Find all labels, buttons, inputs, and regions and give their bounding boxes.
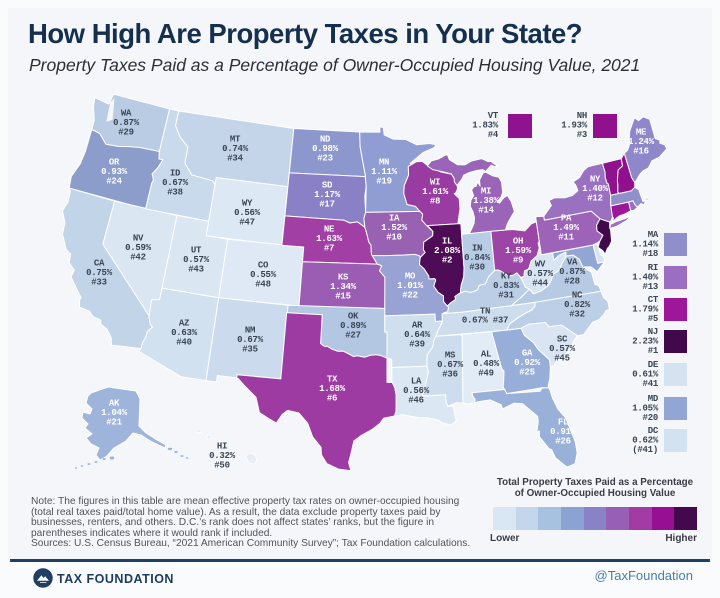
- svg-text:PA1.49%#11: PA 1.49% #11: [553, 214, 580, 243]
- svg-text:KY0.83%#31: KY 0.83% #31: [493, 272, 520, 301]
- svg-text:WV0.57%#44: WV 0.57% #44: [527, 260, 554, 289]
- svg-text:OH1.59%#9: OH 1.59% #9: [505, 237, 532, 266]
- svg-text:HI0.32%#50: HI 0.32% #50: [209, 442, 236, 471]
- svg-text:NE1.63%#7: NE 1.63% #7: [316, 225, 343, 254]
- svg-text:MD1.05%#20: MD 1.05% #20: [632, 394, 659, 423]
- svg-text:ND0.98%#23: ND 0.98% #23: [312, 135, 339, 164]
- svg-text:RI1.40%#13: RI 1.40% #13: [632, 263, 659, 292]
- svg-text:NY1.40%#12: NY 1.40% #12: [582, 175, 609, 204]
- svg-text:ME1.24%#16: ME 1.24% #16: [628, 128, 655, 157]
- svg-text:DC0.62%(#41): DC 0.62% (#41): [632, 426, 659, 455]
- svg-text:IL2.08%#2: IL 2.08% #2: [434, 237, 461, 266]
- svg-text:MS0.67%#36: MS 0.67% #36: [437, 351, 464, 380]
- svg-text:FL0.91%#26: FL 0.91% #26: [550, 418, 577, 447]
- svg-text:LA0.56%#46: LA 0.56% #46: [403, 377, 430, 406]
- svg-text:DE0.61%#41: DE 0.61% #41: [632, 360, 659, 389]
- svg-text:ID0.67%#38: ID 0.67% #38: [162, 169, 189, 198]
- svg-text:IN0.84%#30: IN 0.84% #30: [464, 244, 491, 273]
- svg-text:GA0.92%#25: GA 0.92% #25: [514, 349, 541, 378]
- svg-text:MA1.14%#18: MA 1.14% #18: [632, 230, 659, 259]
- svg-text:CT1.79%#5: CT 1.79% #5: [632, 295, 659, 324]
- svg-text:SD1.17%#17: SD 1.17% #17: [314, 181, 341, 210]
- svg-text:IA1.52%#10: IA 1.52% #10: [381, 214, 408, 243]
- svg-text:NV0.59%#42: NV 0.59% #42: [125, 234, 152, 263]
- svg-text:CO0.55%#48: CO 0.55% #48: [250, 261, 277, 290]
- svg-text:NH1.93%#3: NH 1.93% #3: [561, 111, 588, 140]
- svg-text:TN0.67% #37: TN 0.67% #37: [462, 306, 508, 325]
- svg-text:SC0.57%#45: SC 0.57% #45: [549, 335, 576, 364]
- svg-text:AZ0.63%#40: AZ 0.63% #40: [171, 319, 198, 348]
- svg-text:MT0.74%#34: MT 0.74% #34: [222, 135, 249, 164]
- svg-text:CA0.75%#33: CA 0.75% #33: [86, 259, 113, 288]
- svg-text:UT0.57%#43: UT 0.57% #43: [183, 246, 210, 275]
- svg-text:AR0.64%#39: AR 0.64% #39: [404, 321, 431, 350]
- svg-text:NJ2.23%#1: NJ 2.23% #1: [632, 327, 659, 356]
- svg-text:AL0.48%#49: AL 0.48% #49: [473, 350, 500, 379]
- svg-text:NM0.67%#35: NM 0.67% #35: [237, 326, 264, 355]
- svg-text:NC0.82%#32: NC 0.82% #32: [564, 291, 591, 320]
- svg-text:MN1.11%#19: MN 1.11% #19: [371, 158, 398, 187]
- svg-text:WI1.61%#8: WI 1.61% #8: [422, 178, 449, 207]
- svg-text:WA0.87%#29: WA 0.87% #29: [113, 109, 140, 138]
- svg-text:AK1.04%#21: AK 1.04% #21: [101, 399, 128, 428]
- svg-text:OR0.93%#24: OR 0.93% #24: [101, 158, 128, 187]
- svg-text:WY0.56%#47: WY 0.56% #47: [234, 199, 261, 228]
- svg-text:MO1.01%#22: MO 1.01% #22: [397, 272, 424, 301]
- svg-text:VA0.87%#28: VA 0.87% #28: [559, 258, 586, 287]
- svg-text:TX1.68%#6: TX 1.68% #6: [319, 375, 346, 404]
- svg-text:MI1.38%#14: MI 1.38% #14: [473, 187, 500, 216]
- svg-text:VT1.83%#4: VT 1.83% #4: [472, 111, 499, 140]
- svg-text:OK0.89%#27: OK 0.89% #27: [340, 312, 367, 341]
- svg-text:KS1.34%#15: KS 1.34% #15: [330, 273, 357, 302]
